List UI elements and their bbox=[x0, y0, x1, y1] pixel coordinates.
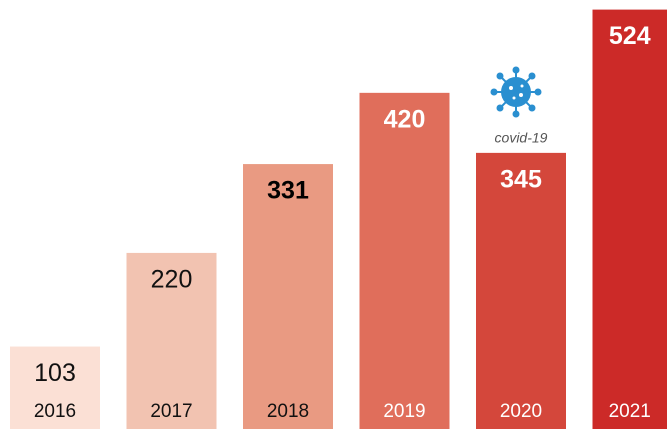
value-label: 420 bbox=[384, 105, 426, 133]
x-tick-label: 2018 bbox=[267, 401, 309, 422]
value-label: 331 bbox=[267, 177, 309, 205]
x-tick-label: 2020 bbox=[500, 401, 542, 422]
value-label: 345 bbox=[500, 165, 542, 193]
x-tick-label: 2019 bbox=[383, 401, 425, 422]
x-tick-label: 2021 bbox=[609, 401, 651, 422]
bar bbox=[476, 152, 566, 429]
bar bbox=[10, 346, 100, 429]
x-tick-label: 2016 bbox=[34, 401, 76, 422]
annotation: covid-19 bbox=[495, 130, 548, 146]
bar bbox=[592, 9, 667, 429]
value-label: 524 bbox=[609, 22, 651, 50]
x-tick-label: 2017 bbox=[150, 401, 192, 422]
virus-icon bbox=[490, 66, 542, 118]
bar bbox=[243, 164, 333, 429]
value-label: 103 bbox=[34, 359, 76, 387]
bar bbox=[126, 252, 217, 429]
value-label: 220 bbox=[151, 266, 193, 294]
bar bbox=[359, 92, 450, 429]
